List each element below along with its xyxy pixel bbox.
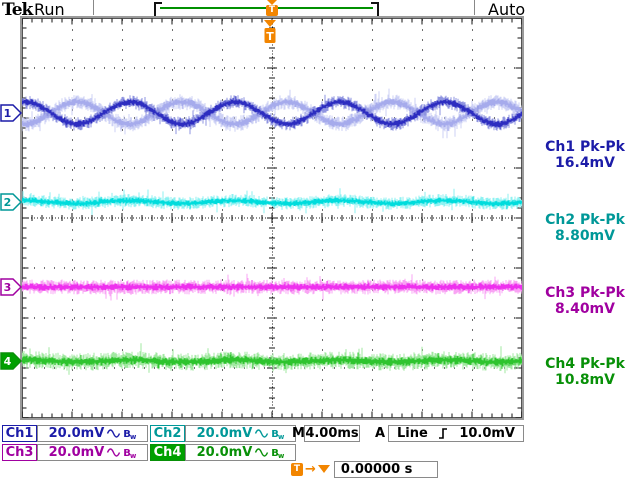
marker-arrow-icon	[0, 104, 23, 122]
marker-arrow-icon	[0, 352, 23, 370]
waveform-trace	[22, 196, 522, 210]
channel-marker-ch3: 3	[0, 278, 23, 296]
measurement-value: 8.40mV	[555, 301, 615, 317]
marker-number: 2	[4, 196, 12, 209]
graticule-area: T	[20, 16, 524, 420]
measurement-title: Ch3 Pk-Pk	[545, 285, 625, 301]
timebase-label: M	[292, 426, 305, 441]
measurement-ch4: Ch4 Pk-Pk 10.8mV	[531, 356, 639, 388]
coupling-sine-icon	[107, 429, 121, 438]
coupling-sine-icon	[255, 448, 269, 457]
bw-limit-icon: Bw	[123, 429, 137, 441]
coupling-sine-icon	[255, 429, 269, 438]
measurement-value: 10.8mV	[555, 372, 615, 388]
trigger-readout-box: Line 10.0mV	[388, 425, 524, 442]
marker-number: 3	[4, 281, 12, 294]
delay-value: 0.00000 s	[340, 461, 413, 477]
ch3-label: Ch3	[2, 444, 37, 461]
ch4-scale-box: 20.0mV Bw	[185, 444, 296, 461]
tek-logo: Tek	[2, 0, 33, 20]
ch2-scale-value: 20.0mV	[196, 426, 253, 441]
triangle-down-icon	[317, 465, 330, 473]
ch4-scale-value: 20.0mV	[196, 445, 253, 460]
measurement-ch2: Ch2 Pk-Pk 8.80mV	[531, 212, 639, 244]
header-separator	[93, 0, 94, 15]
timebase-value-box: 4.00ms	[304, 425, 360, 442]
timebase-value: 4.00ms	[305, 426, 359, 441]
channel-marker-ch4: 4	[0, 352, 23, 370]
marker-number: 4	[4, 355, 12, 368]
delay-readout: T → 0.00000 s	[291, 460, 438, 478]
rising-edge-icon	[438, 428, 447, 439]
ch2-scale-box: 20.0mV Bw	[185, 425, 296, 442]
ch1-scale-value: 20.0mV	[48, 426, 105, 441]
waveform-trace	[22, 352, 522, 370]
trigger-group-label: A	[375, 426, 386, 441]
header-separator	[474, 0, 475, 15]
ch4-label: Ch4	[150, 444, 185, 461]
ch1-scale-box: 20.0mV Bw	[37, 425, 148, 442]
coupling-sine-icon	[107, 448, 121, 457]
ch2-label: Ch2	[150, 425, 185, 442]
ch3-scale-box: 20.0mV Bw	[37, 444, 148, 461]
acquisition-status: Run	[34, 0, 65, 19]
svg-text:T: T	[266, 30, 274, 43]
trigger-t-flag-small: T	[291, 462, 303, 476]
measurement-value: 8.80mV	[555, 228, 615, 244]
waveform-trace	[22, 280, 522, 295]
waveform-trace	[22, 97, 522, 131]
channel-marker-ch2: 2	[0, 193, 23, 211]
ch1-label: Ch1	[2, 425, 37, 442]
measurement-title: Ch4 Pk-Pk	[545, 356, 625, 372]
trigger-position-marker: T	[264, 20, 276, 43]
delay-value-box: 0.00000 s	[333, 460, 438, 478]
trigger-mode: Auto	[488, 0, 526, 19]
arrow-right-icon: →	[305, 461, 316, 477]
bw-limit-icon: Bw	[271, 429, 285, 441]
trigger-source: Line	[397, 426, 428, 441]
trigger-position-mini-marker: T	[266, 0, 279, 16]
trigger-t-flag: T	[266, 5, 278, 16]
graticule-svg: T	[22, 18, 522, 418]
marker-number: 1	[4, 107, 12, 120]
measurement-value: 16.4mV	[555, 155, 615, 171]
marker-arrow-icon	[0, 278, 23, 296]
trigger-level: 10.0mV	[459, 426, 515, 441]
bw-limit-icon: Bw	[271, 448, 285, 460]
waveform-trace	[22, 96, 522, 130]
measurement-ch1: Ch1 Pk-Pk 16.4mV	[531, 139, 639, 171]
ch3-scale-value: 20.0mV	[48, 445, 105, 460]
channel-marker-ch1: 1	[0, 104, 23, 122]
measurement-title: Ch1 Pk-Pk	[545, 139, 625, 155]
bw-limit-icon: Bw	[123, 448, 137, 460]
measurement-ch3: Ch3 Pk-Pk 8.40mV	[531, 285, 639, 317]
triangle-down-icon	[267, 0, 277, 5]
measurement-title: Ch2 Pk-Pk	[545, 212, 625, 228]
marker-arrow-icon	[0, 193, 23, 211]
